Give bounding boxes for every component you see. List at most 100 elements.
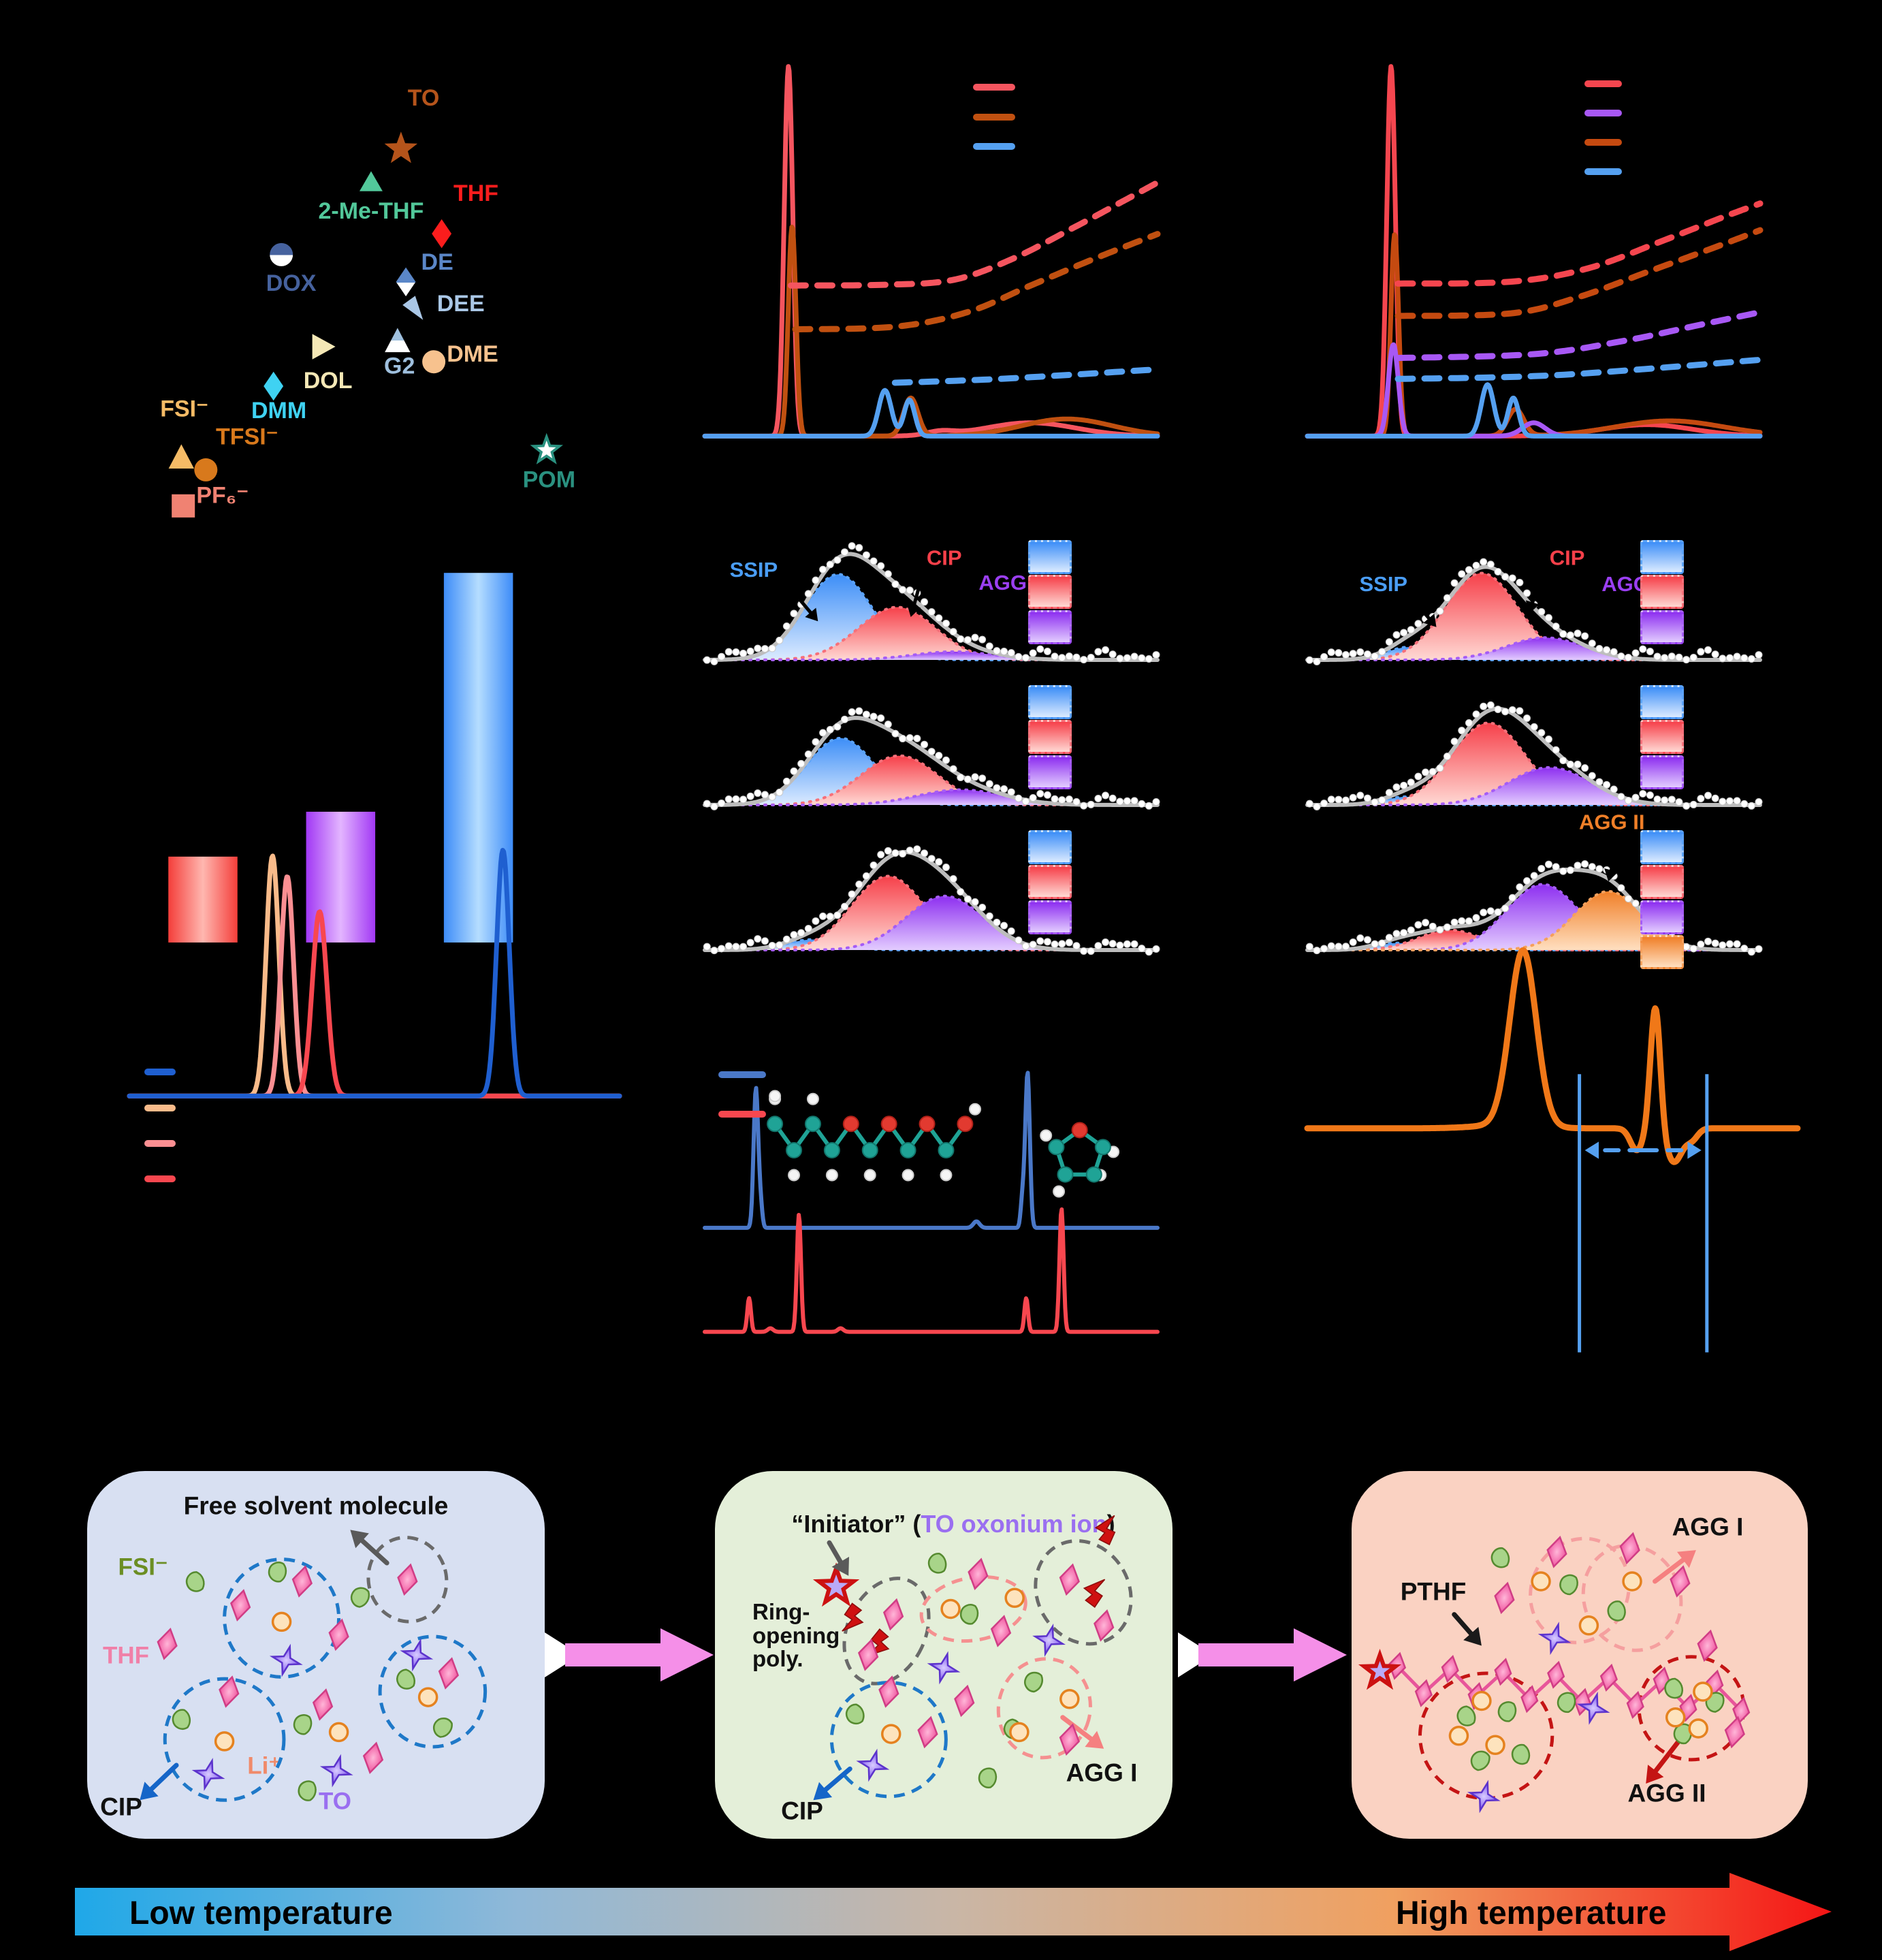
agg1-label-mid: AGG I: [1066, 1758, 1138, 1787]
data-dot: [949, 765, 957, 773]
data-dot: [790, 931, 798, 939]
data-dot: [710, 657, 718, 665]
data-dot: [1342, 943, 1350, 951]
legend-entry-line: [144, 1175, 176, 1182]
dashed-cluster-ellipse: [1034, 1539, 1133, 1646]
legend-swatch-agg1: [1640, 755, 1684, 789]
data-dot: [754, 935, 762, 943]
data-dot: [1747, 802, 1755, 810]
data-dot: [1102, 791, 1110, 800]
data-dot: [782, 777, 791, 785]
data-dot: [1327, 648, 1335, 657]
legend-entry-line: [718, 1110, 766, 1118]
legend-swatch-ssip: [1640, 829, 1684, 864]
marker-label: DOL: [304, 368, 353, 394]
thf-diamond-icon: [917, 1716, 938, 1749]
dashed-cluster-ellipse: [829, 1681, 948, 1799]
li-ion-icon: [1688, 1718, 1708, 1739]
component-agg1: [1307, 767, 1760, 805]
thf-diamond-icon: [1414, 1679, 1433, 1707]
scheme-mid-shapes: [812, 1515, 1133, 1801]
data-dot: [1363, 936, 1371, 944]
ring-opening-label: Ring- opening poly.: [752, 1599, 840, 1672]
data-dot: [963, 895, 972, 903]
data-dot: [1007, 788, 1015, 796]
marker-fsi: [168, 444, 195, 469]
data-dot: [1740, 945, 1749, 953]
initiator-quote: “Initiator”: [791, 1510, 906, 1538]
data-dot: [1087, 947, 1095, 955]
thf-diamond-icon: [1546, 1536, 1567, 1568]
data-dot: [1335, 649, 1343, 657]
data-dot: [877, 562, 885, 570]
legend-entry-line: [144, 1105, 176, 1112]
data-dot: [776, 636, 784, 644]
legend-entry-line: [972, 83, 1015, 91]
data-dot: [1342, 796, 1350, 804]
marker-2methf: [360, 171, 383, 191]
data-dot: [1356, 934, 1365, 943]
data-dot: [1145, 655, 1153, 663]
data-dot: [1661, 796, 1669, 804]
fsi-label: FSI⁻: [118, 1553, 168, 1581]
peak-label-ssip: SSIP: [730, 558, 778, 582]
data-dot: [1327, 795, 1335, 804]
data-dot: [1130, 652, 1138, 661]
data-dot: [1313, 947, 1321, 955]
data-dot: [1152, 798, 1160, 806]
data-dot: [1043, 647, 1051, 655]
curve: [127, 848, 622, 1098]
data-dot: [1400, 929, 1408, 937]
legend-swatch-agg1: [1028, 900, 1072, 934]
legend-entry-line: [1584, 139, 1623, 146]
data-dot: [819, 729, 827, 737]
process-arrow: [545, 1628, 714, 1681]
marker-label: FSI⁻: [160, 396, 208, 422]
pthf-label: PTHF: [1400, 1577, 1467, 1606]
data-dot: [1544, 614, 1552, 622]
component-cip: [705, 607, 1158, 660]
data-dot: [732, 943, 740, 951]
legend-swatch-agg2: [1640, 934, 1684, 969]
data-dot: [1675, 798, 1683, 806]
data-dot: [1015, 936, 1023, 945]
thf-diamond-icon: [882, 1598, 904, 1631]
component-agg1: [705, 896, 1158, 950]
marker-tfsi: [194, 458, 218, 481]
fsi-crescent-icon: [1559, 1574, 1578, 1596]
curve: [703, 1207, 1160, 1334]
raman-right-row2: [1305, 701, 1763, 810]
data-dot: [1436, 764, 1444, 772]
data-dot: [761, 645, 769, 653]
fsi-crescent-icon: [1470, 1750, 1490, 1771]
data-dot: [1443, 594, 1451, 602]
peak-label-cip: CIP: [927, 546, 962, 569]
data-dot: [797, 929, 806, 937]
data-dot: [840, 715, 848, 723]
data-dot: [840, 902, 848, 911]
fsi-crescent-icon: [433, 1717, 453, 1738]
data-dot: [1000, 921, 1008, 930]
raman-right-row3: AGG II: [1305, 810, 1763, 956]
data-dot: [1072, 797, 1081, 806]
molecule-models: [767, 1090, 1120, 1198]
component-cip: [705, 755, 1158, 805]
data-dot: [957, 635, 965, 643]
fsi-crescent-icon: [845, 1703, 865, 1725]
data-dot: [1537, 607, 1546, 616]
data-dot: [971, 633, 979, 642]
atom-O: [957, 1116, 974, 1133]
data-dot: [862, 551, 870, 559]
data-dot: [1443, 753, 1451, 761]
data-dot: [884, 570, 892, 578]
data-dot: [833, 556, 842, 564]
fsi-crescent-icon: [293, 1714, 313, 1735]
dashed-cluster-ellipse: [366, 1536, 449, 1624]
data-dot: [1320, 800, 1328, 808]
data-dot: [1363, 650, 1371, 659]
data-dot: [1501, 573, 1510, 581]
li-ion-icon: [1009, 1722, 1030, 1743]
data-dot: [1537, 865, 1546, 873]
data-dot: [1327, 942, 1335, 950]
